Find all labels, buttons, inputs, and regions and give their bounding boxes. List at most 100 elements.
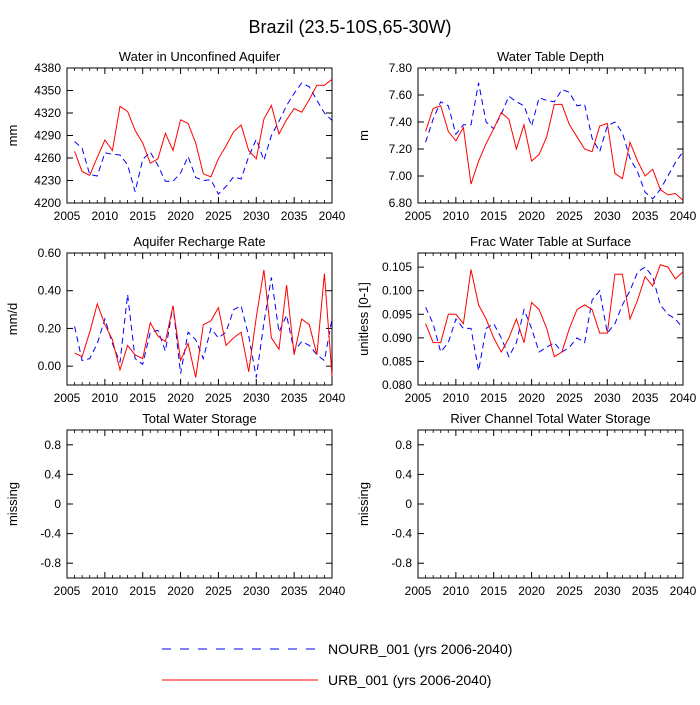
x-tick-label: 2005	[54, 209, 81, 223]
y-tick-label: 4350	[34, 84, 61, 98]
panel-water-unconfined: Water in Unconfined Aquifer 2005 2010 2015 2…	[5, 49, 346, 223]
series-line-nourb_001	[74, 82, 333, 195]
x-tick-label: 2040	[319, 391, 346, 405]
x-tick-label: 2040	[319, 584, 346, 598]
series-line-urb_001	[425, 264, 684, 358]
y-tick-label: 0.100	[382, 284, 412, 298]
panel-title: Total Water Storage	[142, 411, 256, 426]
x-tick-label: 2015	[129, 584, 156, 598]
x-tick-label: 2025	[556, 209, 583, 223]
panel-title: Water Table Depth	[497, 49, 604, 64]
x-tick-label: 2020	[167, 584, 194, 598]
y-tick-label: 4200	[34, 196, 61, 210]
series-line-urb_001	[425, 103, 684, 201]
x-tick-label: 2015	[129, 209, 156, 223]
panel-title: Water in Unconfined Aquifer	[119, 49, 281, 64]
y-tick-label: 6.80	[389, 196, 413, 210]
y-tick-label: 0.00	[38, 359, 62, 373]
panel-frac-water-table: Frac Water Table at Surface 2005 2010 2015 2…	[356, 234, 697, 405]
x-tick-label: 2025	[205, 584, 232, 598]
x-tick-label: 2025	[556, 584, 583, 598]
x-tick-label: 2005	[405, 584, 432, 598]
y-tick-label: -0.8	[40, 556, 61, 570]
y-tick-label: 0.105	[382, 260, 412, 274]
x-tick-label: 2030	[594, 584, 621, 598]
panel-river-channel-storage: River Channel Total Water Storage 2005 201…	[356, 411, 697, 598]
x-tick-label: 2020	[167, 209, 194, 223]
x-tick-label: 2015	[129, 391, 156, 405]
x-tick-label: 2020	[518, 584, 545, 598]
x-tick-label: 2010	[443, 584, 470, 598]
x-tick-label: 2005	[405, 209, 432, 223]
y-tick-label: 0.8	[395, 438, 412, 452]
y-tick-label: 4260	[34, 151, 61, 165]
x-tick-label: 2010	[92, 391, 119, 405]
x-tick-label: 2010	[92, 584, 119, 598]
y-tick-label: 0	[54, 497, 61, 511]
x-tick-label: 2035	[632, 209, 659, 223]
y-axis-label: m	[356, 130, 371, 141]
plot-frame	[417, 67, 684, 204]
x-tick-label: 2030	[243, 209, 270, 223]
x-tick-label: 2040	[670, 584, 697, 598]
x-tick-label: 2015	[480, 391, 507, 405]
panels: Water in Unconfined Aquifer 2005 2010 2015 2…	[5, 49, 697, 598]
legend-label-0: NOURB_001 (yrs 2006-2040)	[328, 641, 512, 657]
y-axis-label: mm/d	[5, 303, 20, 336]
series-line-urb_001	[74, 78, 333, 178]
x-tick-label: 2040	[670, 391, 697, 405]
y-tick-label: 0.085	[382, 354, 412, 368]
y-tick-label: -0.4	[40, 527, 61, 541]
y-tick-label: 0.60	[38, 246, 62, 260]
x-tick-label: 2035	[632, 584, 659, 598]
y-axis-label: unitless [0-1]	[356, 282, 371, 356]
x-tick-label: 2035	[281, 209, 308, 223]
y-tick-label: 4320	[34, 106, 61, 120]
y-tick-label: 0.40	[38, 284, 62, 298]
panel-aquifer-recharge: Aquifer Recharge Rate 2005 2010 2015 2020 202…	[5, 234, 346, 405]
legend: NOURB_001 (yrs 2006-2040) URB_001 (yrs 20…	[162, 641, 512, 688]
x-tick-label: 2005	[405, 391, 432, 405]
x-tick-label: 2005	[54, 391, 81, 405]
plot-frame	[66, 252, 333, 386]
x-tick-label: 2005	[54, 584, 81, 598]
y-tick-label: 0.4	[44, 467, 61, 481]
plot-frame	[66, 67, 333, 204]
x-tick-label: 2030	[243, 391, 270, 405]
x-tick-label: 2010	[92, 209, 119, 223]
x-tick-label: 2040	[670, 209, 697, 223]
y-tick-label: 4380	[34, 61, 61, 75]
x-tick-label: 2010	[443, 209, 470, 223]
x-tick-label: 2030	[594, 209, 621, 223]
series-line-urb_001	[74, 269, 333, 378]
x-tick-label: 2040	[319, 209, 346, 223]
panel-title: River Channel Total Water Storage	[450, 411, 650, 426]
x-tick-label: 2035	[281, 391, 308, 405]
series-line-nourb_001	[425, 82, 684, 200]
legend-label-1: URB_001 (yrs 2006-2040)	[328, 672, 491, 688]
y-tick-label: 0.080	[382, 378, 412, 392]
x-tick-label: 2025	[205, 209, 232, 223]
x-tick-label: 2010	[443, 391, 470, 405]
plot-frame	[66, 429, 333, 579]
y-tick-label: 7.00	[389, 169, 413, 183]
y-axis-label: missing	[5, 482, 20, 526]
x-tick-label: 2020	[518, 391, 545, 405]
x-tick-label: 2015	[480, 584, 507, 598]
y-tick-label: 7.20	[389, 142, 413, 156]
panel-title: Frac Water Table at Surface	[470, 234, 631, 249]
y-axis-label: missing	[356, 482, 371, 526]
plot-frame	[417, 252, 684, 386]
panel-total-water-storage: Total Water Storage 2005 2010 2015 2020 2025 2…	[5, 411, 346, 598]
y-tick-label: 0.095	[382, 307, 412, 321]
y-tick-label: -0.8	[391, 556, 412, 570]
x-tick-label: 2025	[556, 391, 583, 405]
y-tick-label: 4230	[34, 174, 61, 188]
x-tick-label: 2020	[167, 391, 194, 405]
figure-title: Brazil (23.5-10S,65-30W)	[248, 17, 451, 37]
series-line-nourb_001	[425, 266, 684, 371]
y-tick-label: 7.80	[389, 61, 413, 75]
y-axis-label: mm	[5, 125, 20, 147]
